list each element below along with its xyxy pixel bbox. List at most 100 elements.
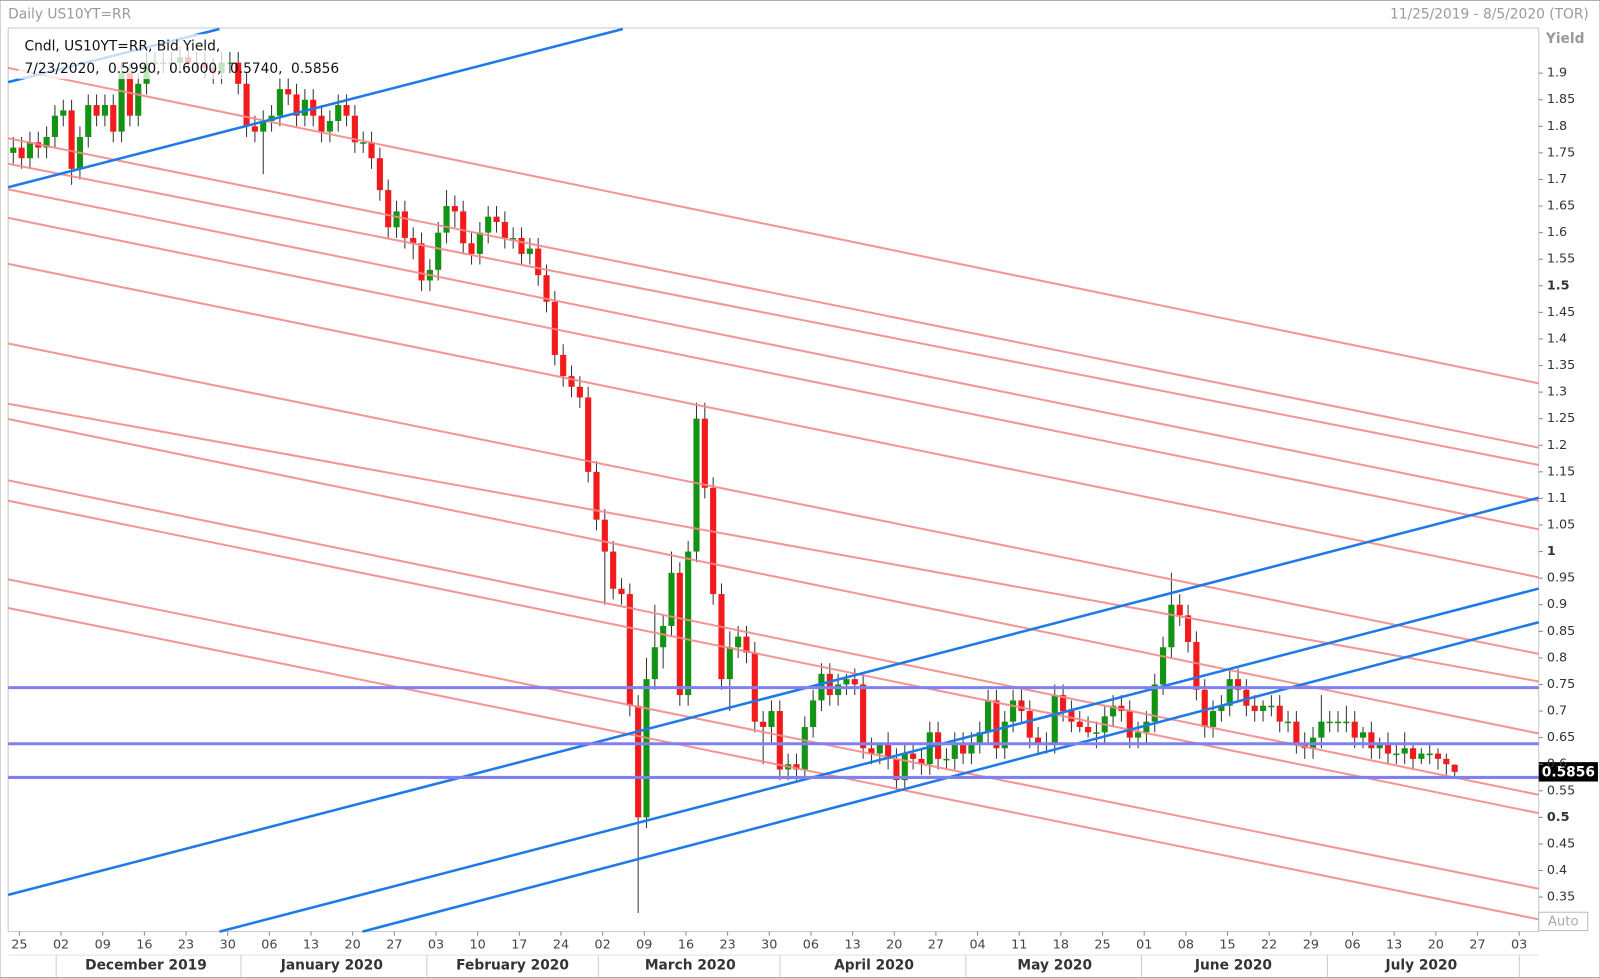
- candle-body: [43, 136, 50, 148]
- candle-body: [110, 105, 117, 132]
- candle-body: [943, 758, 950, 761]
- y-tick-label: 1: [1547, 544, 1556, 559]
- candle-body: [1418, 753, 1425, 759]
- candle-body: [1318, 721, 1325, 738]
- candle-body: [485, 216, 492, 233]
- candle-body: [1209, 711, 1217, 727]
- x-tick-label: 10: [470, 937, 486, 952]
- candle-body: [618, 588, 625, 595]
- candle-body: [1193, 641, 1200, 690]
- x-tick-label: 01: [1136, 937, 1152, 952]
- candle-body: [468, 243, 475, 254]
- candle-body: [1243, 689, 1250, 706]
- y-tick-label: 0.7: [1547, 704, 1567, 719]
- candle-body: [1010, 700, 1017, 722]
- candle-body: [60, 110, 67, 116]
- month-label: December 2019: [85, 957, 207, 973]
- candle-body: [901, 753, 908, 781]
- candle-body: [1393, 753, 1400, 756]
- candle-body: [1176, 604, 1183, 616]
- candle-body: [510, 237, 517, 240]
- candle-body: [1409, 748, 1417, 759]
- candle-body: [1384, 742, 1392, 754]
- auto-label[interactable]: Auto: [1548, 914, 1579, 929]
- candle-body: [1218, 705, 1225, 712]
- legend-bg: [18, 34, 229, 80]
- x-tick-label: 23: [178, 937, 194, 952]
- candle-body: [260, 121, 267, 132]
- legend-values: 7/23/2020, 0.5990, 0.6000, 0.5740, 0.585…: [25, 61, 340, 77]
- candle-body: [1334, 721, 1342, 724]
- candle-body: [585, 397, 592, 472]
- candle-body: [1076, 721, 1083, 727]
- candle-body: [976, 732, 983, 743]
- y-tick-label: 1.85: [1547, 92, 1575, 107]
- y-tick-label: 0.4: [1547, 863, 1567, 878]
- y-tick-label: 0.55: [1547, 783, 1575, 798]
- y-tick-label: 0.95: [1547, 571, 1575, 586]
- legend-date: 7/23/2020,: [25, 61, 100, 77]
- candle-body: [1293, 721, 1300, 743]
- channel-line: [7, 496, 1540, 897]
- candle-body: [660, 625, 667, 648]
- candle-body: [793, 764, 800, 770]
- y-tick-label: 1.6: [1547, 225, 1567, 240]
- candle-body: [610, 551, 617, 589]
- candle-body: [1168, 604, 1175, 648]
- y-tick-label: 0.5: [1547, 810, 1570, 825]
- candle-body: [693, 418, 700, 552]
- x-tick-label: 03: [428, 937, 444, 952]
- candle-body: [418, 243, 425, 281]
- y-tick-label: 1.75: [1547, 145, 1575, 160]
- candle-body: [643, 679, 650, 818]
- candle-body: [435, 232, 442, 270]
- trend-line: [7, 402, 1539, 683]
- candle-body: [843, 679, 850, 685]
- candle-body: [1434, 753, 1442, 759]
- x-tick-label: 30: [761, 937, 777, 952]
- x-tick-label: 30: [220, 937, 236, 952]
- candle-body: [1251, 705, 1258, 712]
- candle-body: [443, 206, 450, 233]
- y-tick-label: 1.05: [1547, 517, 1575, 532]
- x-tick-label: 16: [678, 937, 694, 952]
- x-tick-label: 13: [844, 937, 860, 952]
- y-tick-label: 1.4: [1547, 331, 1567, 346]
- candle-body: [1351, 721, 1358, 738]
- x-tick-label: 04: [969, 937, 985, 952]
- x-tick-label: 03: [1511, 937, 1527, 952]
- x-tick-label: 27: [1469, 937, 1485, 952]
- candle-body: [493, 216, 500, 223]
- candle-body: [535, 248, 542, 276]
- candle-body: [518, 237, 525, 254]
- x-tick-label: 17: [511, 937, 527, 952]
- candle-body: [1234, 679, 1242, 690]
- y-tick-label: 1.15: [1547, 464, 1575, 479]
- candle-body: [918, 758, 925, 765]
- candle-body: [1368, 732, 1375, 749]
- candle-body: [135, 83, 142, 116]
- candle-body: [360, 142, 367, 144]
- candle-body: [393, 211, 400, 228]
- candle-body: [668, 572, 675, 626]
- auto-button[interactable]: [1538, 911, 1589, 932]
- candle-body: [626, 594, 633, 706]
- horizontal-levels: [8, 686, 1539, 779]
- candle-body: [685, 551, 692, 696]
- candle-body: [1359, 732, 1367, 738]
- month-label: July 2020: [1384, 957, 1457, 973]
- y-tick-label: 1.7: [1547, 172, 1567, 187]
- channel-line: [219, 587, 1540, 933]
- y-tick-label: 0.65: [1547, 730, 1575, 745]
- candle-body: [51, 115, 58, 137]
- candle-body: [251, 126, 258, 132]
- candle-body: [226, 62, 233, 65]
- candle-body: [735, 636, 742, 648]
- candle-body: [451, 206, 458, 212]
- candle-body: [910, 753, 917, 759]
- candle-body: [1126, 711, 1133, 738]
- candle-body: [343, 105, 350, 116]
- x-tick-label: 20: [1428, 937, 1444, 952]
- candle-body: [1284, 721, 1292, 724]
